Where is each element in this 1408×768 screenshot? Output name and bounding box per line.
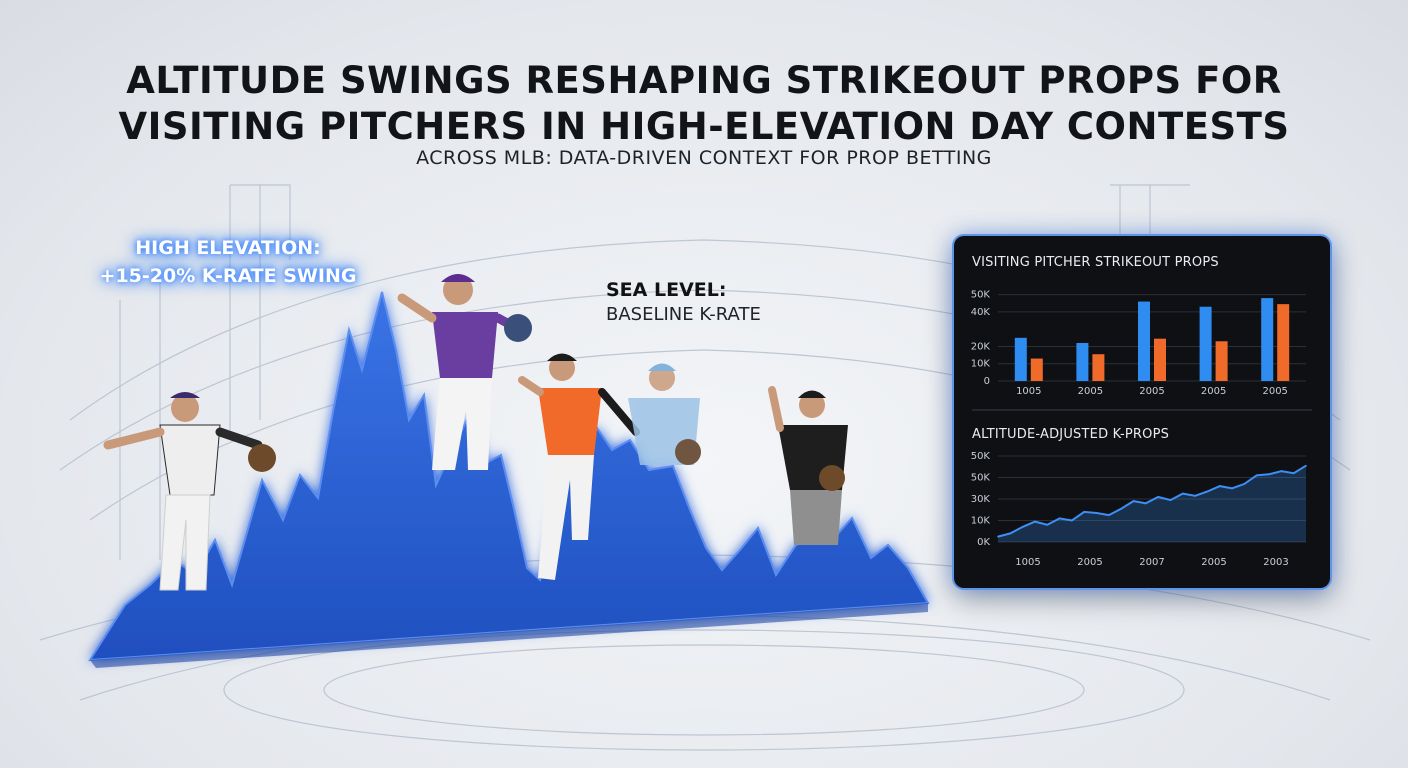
high-elevation-callout: HIGH ELEVATION: +15-20% K-RATE SWING — [88, 234, 368, 290]
line-point — [1243, 483, 1246, 485]
baseline-k-rate-label: BASELINE K-RATE — [606, 304, 761, 325]
bar-series-b — [1030, 358, 1043, 381]
panel-charts: 0 10K 20K 40K 50K 1005 2005 2005 2005 2005 0K 10K 30… — [971, 290, 1312, 568]
line-point — [1021, 526, 1024, 528]
line-y-tick-label: 0K — [977, 537, 990, 548]
bar-y-tick-label: 50K — [971, 290, 991, 301]
line-point — [1120, 507, 1122, 510]
line-y-tick-label: 10K — [971, 516, 991, 527]
bar-series-a — [1014, 337, 1027, 381]
line-point — [1268, 473, 1270, 476]
line-point — [1046, 524, 1049, 526]
line-point — [1157, 496, 1159, 498]
line-x-tick-label: 1005 — [1015, 557, 1040, 568]
bar-y-tick-label: 40K — [971, 307, 991, 318]
bar-x-tick-label: 2005 — [1201, 386, 1226, 397]
bar-series-a — [1076, 343, 1089, 381]
line-y-tick-label: 50K — [971, 473, 991, 484]
line-point — [1218, 485, 1221, 487]
line-point — [1292, 472, 1295, 474]
bar-x-tick-label: 2005 — [1262, 386, 1287, 397]
line-point — [1009, 532, 1012, 535]
line-x-tick-label: 2003 — [1263, 557, 1288, 568]
bar-series-a — [1199, 306, 1212, 381]
bar-x-tick-label: 2005 — [1139, 386, 1164, 397]
bar-x-tick-label: 2005 — [1078, 386, 1103, 397]
line-point — [1305, 464, 1307, 467]
line-x-tick-label: 2005 — [1201, 557, 1226, 568]
pitcher-figure-purple — [397, 274, 532, 470]
line-series — [997, 464, 1307, 538]
line-point — [1145, 502, 1147, 505]
bar-y-tick-label: 0 — [984, 376, 990, 387]
line-point — [1280, 470, 1283, 472]
pitcher-figure-black — [768, 386, 848, 545]
bar-series-a — [1261, 298, 1274, 381]
pitcher-figure-lightblue — [628, 363, 701, 465]
k-rate-swing-label: +15-20% K-RATE SWING — [99, 265, 357, 287]
high-elevation-label: HIGH ELEVATION: — [135, 237, 321, 259]
subheadline: ACROSS MLB: DATA-DRIVEN CONTEXT FOR PROP… — [416, 147, 992, 169]
line-point — [1071, 519, 1073, 522]
line-x-tick-label: 2007 — [1139, 557, 1164, 568]
bar-y-tick-label: 10K — [971, 359, 991, 370]
bar-x-tick-label: 1005 — [1016, 386, 1041, 397]
bar-series-b — [1154, 338, 1166, 381]
pitcher-figure-orange — [518, 353, 640, 580]
bar-series-b — [1092, 354, 1105, 381]
bar-series-b — [1215, 341, 1228, 381]
line-point — [1095, 512, 1098, 514]
bar-series-b — [1277, 304, 1290, 381]
pitcher-figure-rockies — [103, 392, 276, 591]
line-point — [1182, 492, 1184, 495]
line-point — [1108, 514, 1110, 516]
line-point — [997, 535, 999, 538]
bar-chart-title: VISITING PITCHER STRIKEOUT PROPS — [972, 255, 1219, 270]
line-point — [1231, 487, 1233, 490]
line-point — [1206, 490, 1209, 493]
line-point — [1083, 511, 1086, 513]
line-point — [1034, 520, 1036, 523]
line-y-tick-label: 30K — [971, 494, 991, 505]
sea-level-label: SEA LEVEL: — [606, 279, 727, 301]
line-x-tick-label: 2005 — [1077, 557, 1102, 568]
line-point — [1255, 474, 1258, 477]
stats-panel: VISITING PITCHER STRIKEOUT PROPS ALTITUD… — [954, 236, 1330, 588]
bar-series-a — [1138, 301, 1150, 381]
line-point — [1194, 494, 1196, 497]
line-area-fill — [998, 465, 1306, 542]
line-point — [1132, 500, 1135, 502]
line-y-tick-label: 50K — [971, 451, 991, 462]
headline-line-2: VISITING PITCHERS IN HIGH-ELEVATION DAY … — [118, 105, 1290, 148]
headline: ALTITUDE SWINGS RESHAPING STRIKEOUT PROP… — [0, 58, 1408, 150]
line-point — [1058, 517, 1061, 520]
line-point — [1169, 499, 1172, 501]
line-chart-title: ALTITUDE-ADJUSTED K-PROPS — [972, 427, 1170, 442]
headline-line-1: ALTITUDE SWINGS RESHAPING STRIKEOUT PROP… — [126, 59, 1282, 102]
bar-y-tick-label: 20K — [971, 341, 991, 352]
